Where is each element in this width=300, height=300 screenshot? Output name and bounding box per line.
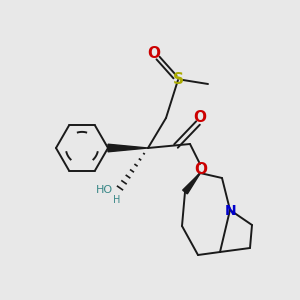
Polygon shape	[108, 144, 148, 152]
Text: S: S	[172, 73, 184, 88]
Text: O: O	[194, 163, 208, 178]
Text: HO: HO	[95, 185, 112, 195]
Text: N: N	[225, 204, 237, 218]
Text: O: O	[194, 110, 206, 125]
Polygon shape	[183, 172, 201, 194]
Text: O: O	[148, 46, 160, 61]
Text: H: H	[113, 195, 121, 205]
